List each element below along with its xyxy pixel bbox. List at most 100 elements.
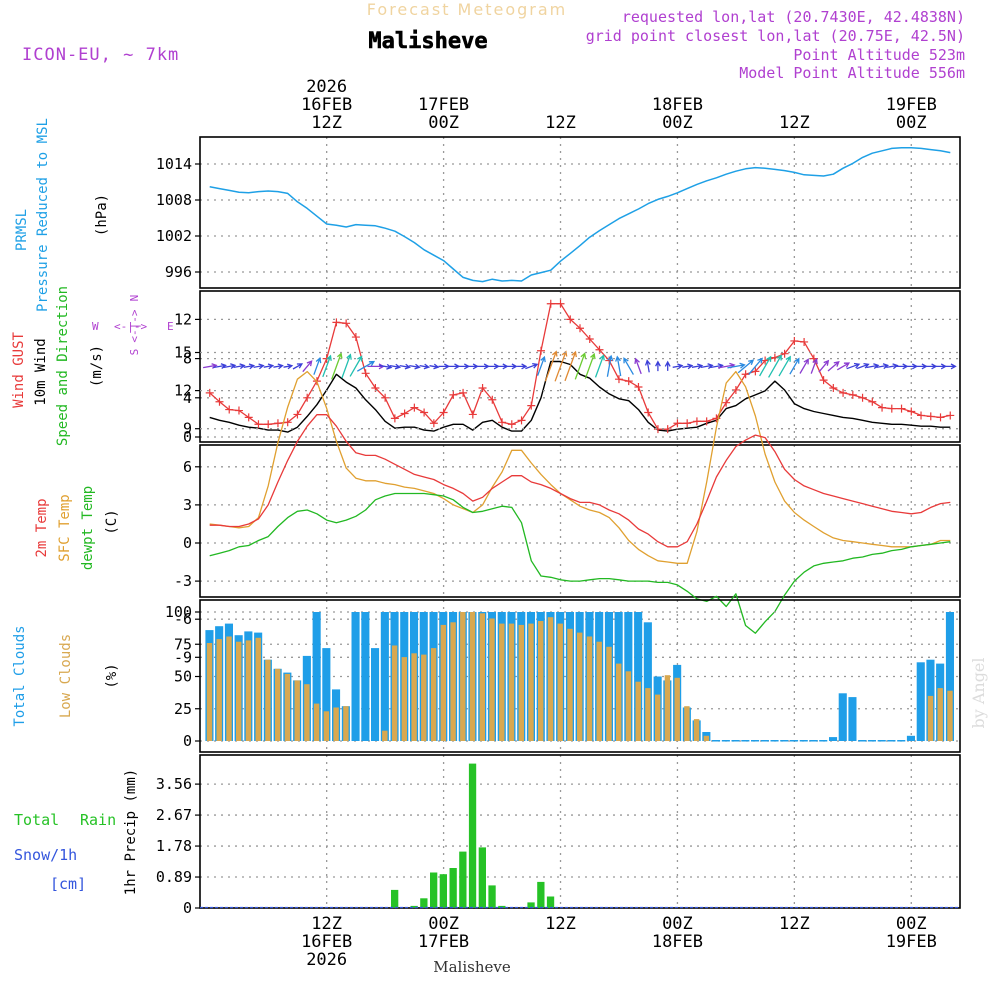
gust-marker xyxy=(273,419,282,428)
wind-arrow xyxy=(615,355,622,377)
pressure-unit: (hPa) xyxy=(94,194,110,236)
total-cloud-bar xyxy=(906,735,915,741)
wind-arrow xyxy=(584,352,596,379)
requested-coords: requested lon,lat (20.7430E, 42.4838N) xyxy=(622,8,965,26)
wind-arrow xyxy=(233,363,246,370)
low-cloud-bar xyxy=(927,695,934,741)
wind-arrow xyxy=(389,363,402,370)
wind-arrow xyxy=(623,357,634,375)
top-time-label: 17FEB xyxy=(418,95,469,115)
gust-marker xyxy=(293,410,302,419)
low-cloud-bar xyxy=(391,645,398,741)
gust-marker xyxy=(741,370,750,379)
low-cloud-bar xyxy=(577,632,583,741)
low-cloud-bar xyxy=(401,657,407,741)
low-cloud-bar xyxy=(625,671,632,741)
gust-marker xyxy=(264,420,273,429)
wind-arrow xyxy=(507,363,518,370)
total-cloud-bar xyxy=(380,612,389,741)
wind-arrow xyxy=(429,363,440,370)
wind-10m-label: 10m Wind xyxy=(33,338,49,405)
total-cloud-bar xyxy=(741,740,750,742)
wind-arrow xyxy=(727,362,746,369)
total-cloud-bar xyxy=(371,648,380,741)
total-cloud-bar xyxy=(877,740,886,742)
wind-arrow xyxy=(292,363,304,370)
wind-arrow xyxy=(564,350,577,382)
wind-arrow xyxy=(827,361,840,372)
rain-bar xyxy=(459,851,467,908)
gust-marker xyxy=(702,417,711,426)
gridpoint-coords: grid point closest lon,lat (20.75E, 42.5… xyxy=(586,27,965,45)
gust-marker xyxy=(449,390,458,399)
gust-marker xyxy=(585,335,594,343)
low-cloud-bar xyxy=(430,648,437,741)
total-cloud-bar xyxy=(751,740,760,742)
gust-marker xyxy=(205,388,214,397)
precip-snow-label: Snow/1h xyxy=(14,846,77,864)
temp-sfc-label: SFC Temp xyxy=(57,494,73,561)
bottom-time-label: 2026 xyxy=(306,950,347,970)
low-cloud-bar xyxy=(557,623,563,741)
low-cloud-bar xyxy=(284,673,291,741)
gust-marker xyxy=(527,401,536,410)
gust-marker xyxy=(351,333,360,342)
wind-arrow xyxy=(768,354,782,378)
precip-ytick-label: 2.67 xyxy=(156,806,192,824)
wind-panel: 0 4 8 12 xyxy=(174,290,961,446)
total-cloud-bar xyxy=(838,693,847,741)
wind-unit: (m/s) xyxy=(89,345,105,387)
pressure-ytick-label: 1014 xyxy=(156,155,192,173)
rain-bar xyxy=(449,868,457,908)
low-cloud-bar xyxy=(323,711,330,741)
wind-arrow xyxy=(886,363,899,370)
gust-marker xyxy=(234,406,243,415)
wind-arrow xyxy=(655,360,661,372)
gust-marker xyxy=(478,384,487,392)
total-cloud-bar xyxy=(322,648,331,741)
pressure-panel: 996 1002 1008 1014 xyxy=(156,136,961,289)
gust-marker xyxy=(439,408,448,417)
gust-marker xyxy=(712,414,721,423)
wind-arrow xyxy=(536,355,546,376)
gust-marker xyxy=(566,315,575,324)
gust-marker xyxy=(410,403,419,412)
temperature-ytick-label: 6 xyxy=(183,458,192,476)
pressure-ytick-label: 996 xyxy=(165,263,192,281)
gust-marker xyxy=(381,393,390,402)
gust-marker xyxy=(488,395,497,404)
gust-marker xyxy=(420,408,429,417)
compass-arrows-v: <-|-> xyxy=(128,309,141,342)
bottom-time-label: 12Z xyxy=(779,914,810,934)
clouds-low-label: Low Clouds xyxy=(58,634,74,718)
total-cloud-bar xyxy=(790,740,799,742)
temp-2m-label: 2m Temp xyxy=(34,498,50,557)
gust-marker xyxy=(507,420,516,429)
wind-arrow xyxy=(759,355,772,377)
bottom-time-label: 00Z xyxy=(428,914,459,934)
pressure-labels: PRMSL Pressure Reduced to MSL (hPa) xyxy=(14,118,110,312)
compass-e: E xyxy=(167,320,174,333)
wind-arrow xyxy=(672,363,684,370)
rain-bar xyxy=(410,905,418,908)
wind-arrow xyxy=(594,354,605,378)
low-cloud-bar xyxy=(616,663,622,741)
temperature-ytick-label: -3 xyxy=(174,572,192,590)
model-label: ICON-EU, ~ 7km xyxy=(22,45,179,65)
total-cloud-bar xyxy=(634,612,643,741)
gust-marker xyxy=(907,407,916,416)
wind-ytick-label: 8 xyxy=(183,350,192,368)
gust-marker xyxy=(780,349,789,358)
wind-arrow xyxy=(313,356,322,375)
wind-arrow xyxy=(399,363,411,370)
temperature-ytick-label: 15 xyxy=(174,344,192,362)
wind-arrow xyxy=(634,357,642,375)
temperature-frame xyxy=(199,444,961,598)
clouds-ytick-label: 50 xyxy=(174,668,192,686)
wind-arrow xyxy=(644,359,651,373)
wind-arrow xyxy=(273,363,284,370)
low-cloud-bar xyxy=(567,628,573,741)
